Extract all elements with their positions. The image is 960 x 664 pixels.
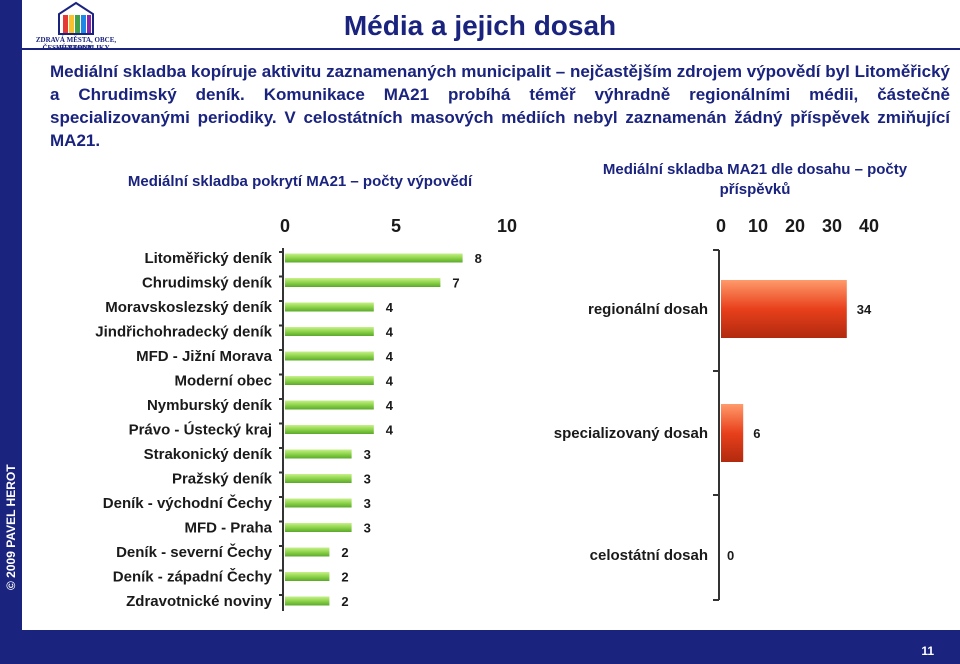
logo-house-icon (58, 1, 94, 35)
sidebar-band: © 2009 PAVEL HEROT (0, 0, 22, 664)
chart1-bar (285, 400, 374, 410)
chart1-x-tick-label: 10 (497, 216, 517, 236)
chart1-category-label: Zdravotnické noviny (126, 593, 273, 610)
footer-bar (0, 630, 960, 664)
chart1-bar (285, 498, 352, 508)
page-title: Média a jejich dosah (343, 10, 617, 41)
chart1-category-label: Strakonický deník (144, 446, 273, 463)
chart1-bar (285, 376, 374, 385)
chart1-x-tick-label: 5 (391, 216, 401, 236)
chart1-category-label: MFD - Praha (184, 520, 272, 537)
chart1-title: Mediální skladba pokrytí MA21 – počty vý… (127, 173, 473, 190)
chart1-data-label: 8 (475, 251, 482, 266)
chart1-bar (285, 278, 441, 287)
chart1-data-label: 3 (364, 496, 371, 511)
chart1-bar (285, 327, 374, 336)
chart1-category-label: Nymburský deník (147, 397, 273, 414)
chart1-data-label: 3 (364, 447, 371, 462)
chart1-data-label: 2 (341, 594, 348, 609)
chart1-category-label: MFD - Jižní Morava (136, 348, 273, 365)
chart1-category-label: Litoměřický deník (144, 250, 272, 267)
chart1-data-label: 4 (386, 398, 394, 413)
chart1-category-label: Moravskoslezský deník (105, 299, 272, 316)
chart1-data-label: 4 (386, 349, 394, 364)
chart1-x-tick-label: 0 (280, 216, 290, 236)
chart1-data-label: 2 (341, 545, 348, 560)
chart1-bar (285, 449, 352, 459)
intro-paragraph: Mediální skladba kopíruje aktivitu zazna… (50, 62, 950, 150)
chart1-category-label: Deník - východní Čechy (103, 494, 273, 512)
chart1-category-label: Deník - severní Čechy (116, 543, 273, 561)
chart1-category-label: Chrudimský deník (142, 275, 273, 292)
chart1-category-label: Deník - západní Čechy (113, 568, 273, 586)
chart1-bar (285, 425, 374, 434)
chart1-bar (285, 572, 330, 581)
chart1-category-label: Jindřichohradecký deník (95, 324, 272, 341)
chart1-data-label: 4 (386, 374, 394, 389)
chart1-data-label: 4 (386, 423, 394, 438)
chart1-bar (285, 351, 374, 361)
chart1-bar (285, 547, 330, 557)
chart1-category-label: Právo - Ústecký kraj (129, 421, 272, 439)
chart1-bar (285, 596, 330, 606)
chart1-data-label: 2 (341, 570, 348, 585)
chart1-bar (285, 253, 463, 263)
page-number: 11 (921, 644, 934, 658)
chart1-data-label: 7 (452, 276, 459, 291)
chart1-data-label: 3 (364, 472, 371, 487)
header-divider (22, 48, 960, 50)
chart1-data-label: 4 (386, 300, 394, 315)
chart1-bar (285, 474, 352, 483)
chart1-category-label: Moderní obec (174, 373, 272, 390)
chart1-bar (285, 523, 352, 532)
chart1-bar (285, 302, 374, 312)
chart1-data-label: 3 (364, 521, 371, 536)
chart1-data-label: 4 (386, 325, 394, 340)
chart1-category-label: Pražský deník (172, 471, 273, 488)
chart2-title: Mediální skladba MA21 dle dosahu – počty… (602, 161, 908, 198)
